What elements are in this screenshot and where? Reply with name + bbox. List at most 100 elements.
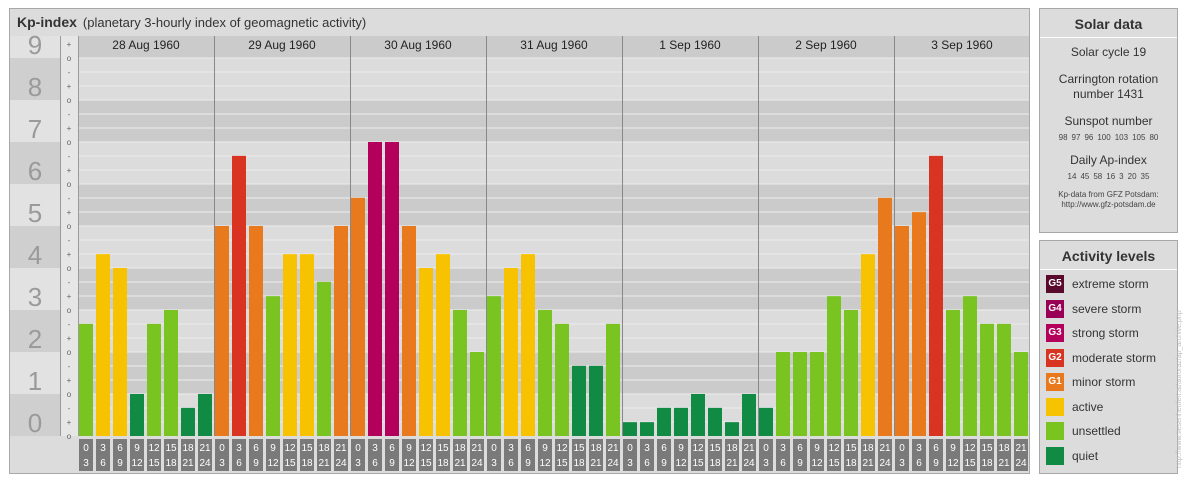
level-band-7 (10, 100, 60, 142)
hour-label-bottom: 6 (916, 458, 922, 469)
level-band-0 (10, 394, 60, 436)
plot-band-6 (78, 142, 1029, 184)
bar-6-7 (1014, 352, 1028, 436)
bar-4-1 (640, 422, 654, 436)
hour-cell (572, 439, 586, 471)
chart-title: Kp-index (17, 14, 77, 30)
hour-label-top: 15 (437, 443, 449, 454)
hour-cell (470, 439, 484, 471)
hour-cell (113, 439, 127, 471)
bar-4-3 (674, 407, 688, 436)
subtick-marker: - (68, 110, 71, 119)
day-label-6: 3 Sep 1960 (931, 38, 993, 52)
subtick-marker: - (68, 404, 71, 413)
hour-label-bottom: 3 (491, 458, 497, 469)
bar-2-4 (419, 268, 433, 436)
hour-cell (130, 439, 144, 471)
legend-label: moderate storm (1072, 350, 1157, 365)
hour-cell (776, 439, 790, 471)
hour-cell (249, 439, 263, 471)
bar-2-5 (436, 254, 450, 436)
hour-label-top: 9 (134, 443, 140, 454)
hour-label-bottom: 18 (573, 458, 585, 469)
bar-1-6 (317, 281, 331, 436)
hour-label-top: 21 (607, 443, 619, 454)
hour-label-bottom: 18 (437, 458, 449, 469)
bar-0-3 (130, 394, 144, 436)
hour-cell (929, 439, 943, 471)
y-tick-label-6: 6 (28, 156, 42, 186)
hour-label-bottom: 12 (131, 458, 143, 469)
subtick-marker: o (67, 54, 72, 63)
hour-label-top: 6 (933, 443, 939, 454)
bar-6-5 (980, 323, 994, 436)
subtick-marker: o (67, 222, 72, 231)
chart-subtitle: (planetary 3-hourly index of geomagnetic… (82, 15, 367, 30)
bar-5-0 (759, 407, 773, 436)
hour-label-bottom: 24 (471, 458, 483, 469)
bar-5-6 (861, 254, 875, 436)
day-label-0: 28 Aug 1960 (112, 38, 180, 52)
hour-label-top: 18 (998, 443, 1010, 454)
bar-4-2 (657, 407, 671, 436)
hour-label-top: 3 (372, 443, 378, 454)
bar-5-5 (844, 310, 858, 436)
subtick-marker: o (67, 432, 72, 441)
legend-label: minor storm (1072, 375, 1136, 389)
subtick-marker: - (68, 194, 71, 203)
hour-label-bottom: 18 (165, 458, 177, 469)
hour-label-bottom: 12 (811, 458, 823, 469)
hour-cell (708, 439, 722, 471)
subtick-marker: + (67, 376, 72, 385)
bar-2-0 (351, 197, 365, 436)
subtick-marker: + (67, 418, 72, 427)
bar-1-0 (215, 226, 229, 436)
bar-3-7 (606, 323, 620, 436)
hour-label-top: 12 (828, 443, 840, 454)
carrington-line-2: number 1431 (1073, 87, 1144, 101)
hour-label-bottom: 24 (199, 458, 211, 469)
hour-cell (725, 439, 739, 471)
hour-label-top: 0 (219, 443, 225, 454)
level-band-8 (10, 58, 60, 100)
hour-label-top: 0 (355, 443, 361, 454)
bar-0-2 (113, 268, 127, 436)
hour-label-bottom: 12 (267, 458, 279, 469)
subtick-marker: o (67, 390, 72, 399)
bar-3-0 (487, 296, 501, 436)
hour-label-bottom: 6 (508, 458, 514, 469)
ap-value-0: 14 (1067, 172, 1077, 181)
subtick-marker: + (67, 124, 72, 133)
hour-label-bottom: 21 (318, 458, 330, 469)
hour-label-top: 18 (726, 443, 738, 454)
subtick-marker: - (68, 320, 71, 329)
hour-label-bottom: 9 (933, 458, 939, 469)
subtick-marker: + (67, 82, 72, 91)
hour-label-bottom: 18 (301, 458, 313, 469)
subtick-marker: - (68, 68, 71, 77)
plot-band-7 (78, 100, 1029, 142)
y-tick-label-8: 8 (28, 72, 42, 102)
subtick-marker: o (67, 138, 72, 147)
bar-0-5 (164, 310, 178, 436)
bar-4-5 (708, 407, 722, 436)
hour-cell (810, 439, 824, 471)
hour-label-top: 12 (148, 443, 160, 454)
hour-label-top: 9 (406, 443, 412, 454)
hour-label-top: 9 (542, 443, 548, 454)
bar-0-6 (181, 407, 195, 436)
hour-cell (861, 439, 875, 471)
hour-label-top: 0 (83, 443, 89, 454)
bar-4-7 (742, 394, 756, 436)
hour-cell (96, 439, 110, 471)
hour-cell (300, 439, 314, 471)
hour-label-bottom: 12 (539, 458, 551, 469)
hour-label-top: 18 (590, 443, 602, 454)
subtick-marker: + (67, 166, 72, 175)
hour-label-bottom: 21 (590, 458, 602, 469)
subtick-marker: + (67, 292, 72, 301)
hour-label-bottom: 3 (219, 458, 225, 469)
hour-cell (419, 439, 433, 471)
carrington-line-1: Carrington rotation (1058, 72, 1159, 86)
